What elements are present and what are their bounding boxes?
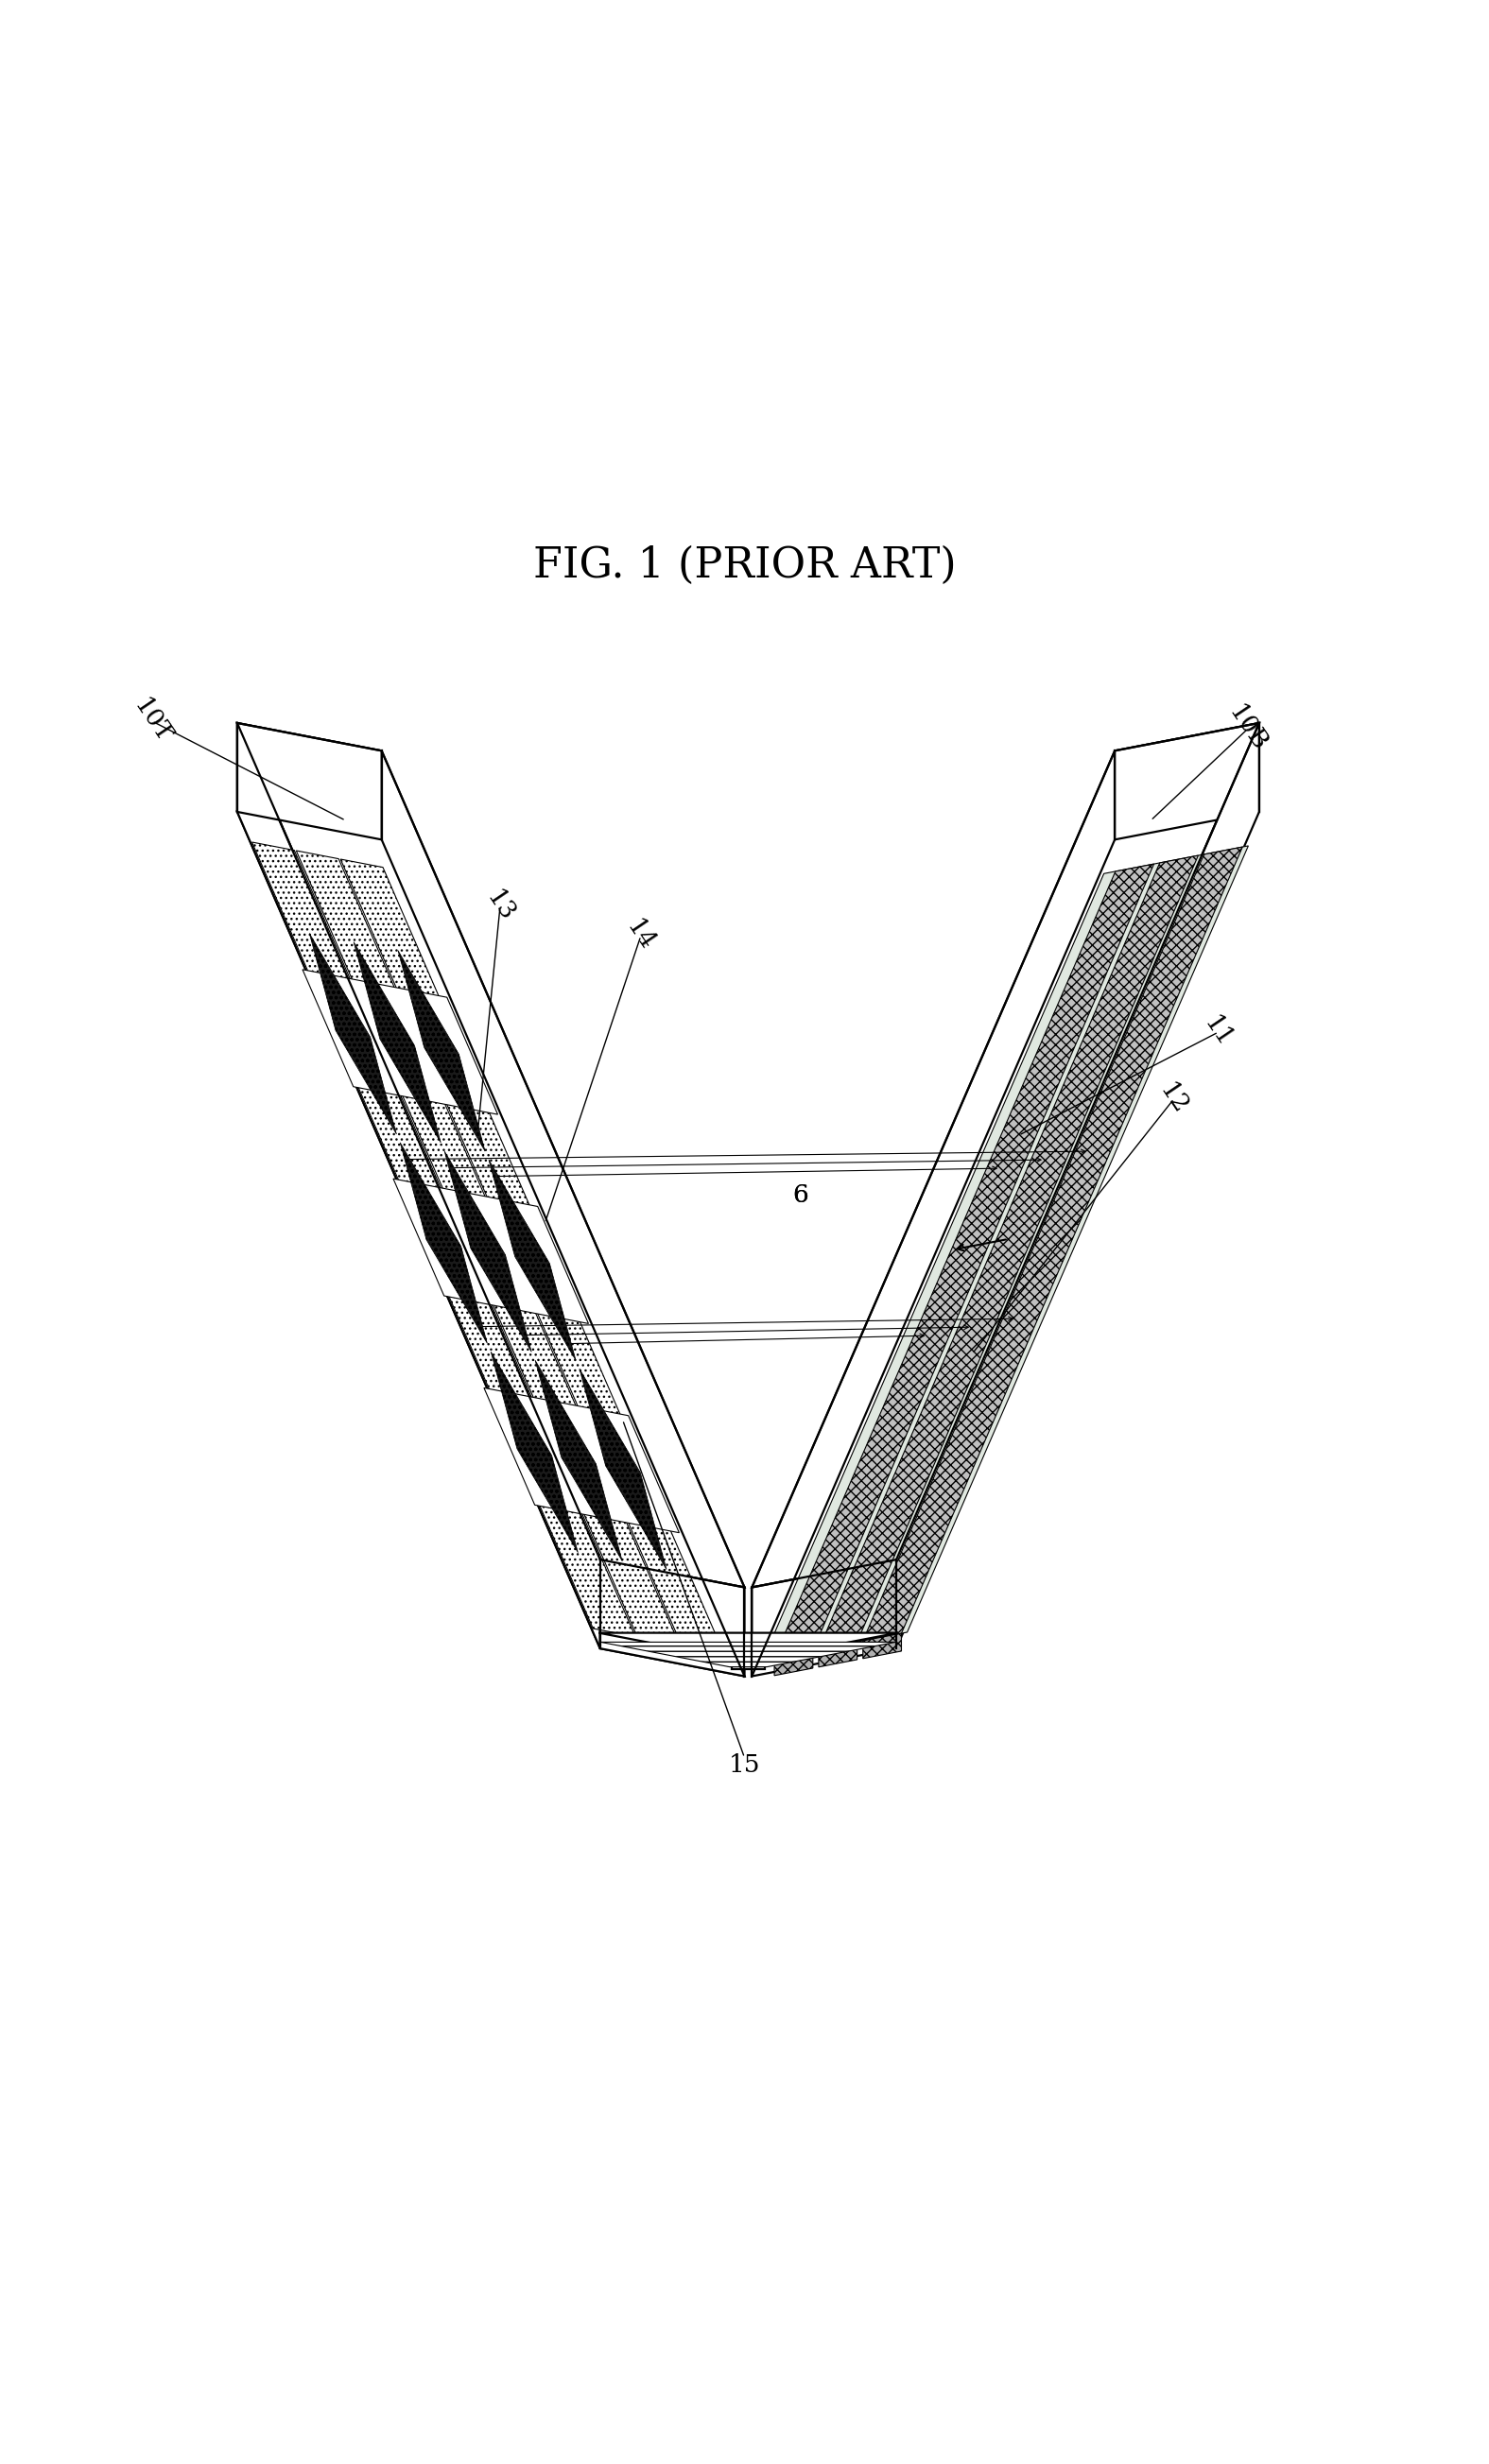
Polygon shape	[752, 722, 1260, 1587]
Polygon shape	[599, 1634, 898, 1658]
Polygon shape	[252, 843, 636, 1636]
Text: 12: 12	[1155, 1079, 1193, 1119]
Polygon shape	[354, 941, 441, 1143]
Text: 6: 6	[792, 1183, 809, 1207]
Text: 15: 15	[728, 1754, 761, 1777]
Polygon shape	[237, 811, 744, 1676]
Polygon shape	[341, 860, 724, 1653]
Text: 13: 13	[481, 887, 518, 926]
Polygon shape	[864, 1634, 901, 1658]
Polygon shape	[731, 1658, 765, 1668]
Text: 14: 14	[622, 917, 660, 956]
Polygon shape	[896, 722, 1260, 1648]
Polygon shape	[752, 1560, 896, 1676]
Text: 6: 6	[792, 1183, 809, 1207]
Polygon shape	[491, 1353, 578, 1552]
Polygon shape	[864, 848, 1242, 1641]
Polygon shape	[444, 1151, 532, 1353]
Polygon shape	[1115, 722, 1260, 840]
Polygon shape	[762, 845, 1248, 1661]
Polygon shape	[401, 1143, 487, 1343]
Text: FIG. 1 (PRIOR ART): FIG. 1 (PRIOR ART)	[533, 545, 956, 586]
Polygon shape	[579, 1368, 667, 1570]
Polygon shape	[774, 865, 1154, 1658]
Polygon shape	[237, 722, 600, 1648]
Polygon shape	[819, 1641, 858, 1668]
Polygon shape	[296, 850, 679, 1646]
Text: 11: 11	[1200, 1013, 1237, 1052]
Polygon shape	[535, 1360, 622, 1562]
Polygon shape	[774, 1651, 813, 1676]
Polygon shape	[237, 722, 744, 1587]
Polygon shape	[600, 1641, 896, 1666]
Polygon shape	[398, 951, 485, 1151]
Polygon shape	[819, 855, 1199, 1648]
Polygon shape	[600, 1560, 744, 1676]
Polygon shape	[484, 1387, 679, 1533]
Text: 10B: 10B	[1224, 702, 1272, 756]
Polygon shape	[302, 968, 497, 1114]
Polygon shape	[488, 1161, 576, 1360]
Text: 10T: 10T	[128, 695, 176, 747]
Polygon shape	[237, 722, 381, 840]
Polygon shape	[310, 934, 396, 1133]
Polygon shape	[393, 1178, 588, 1323]
